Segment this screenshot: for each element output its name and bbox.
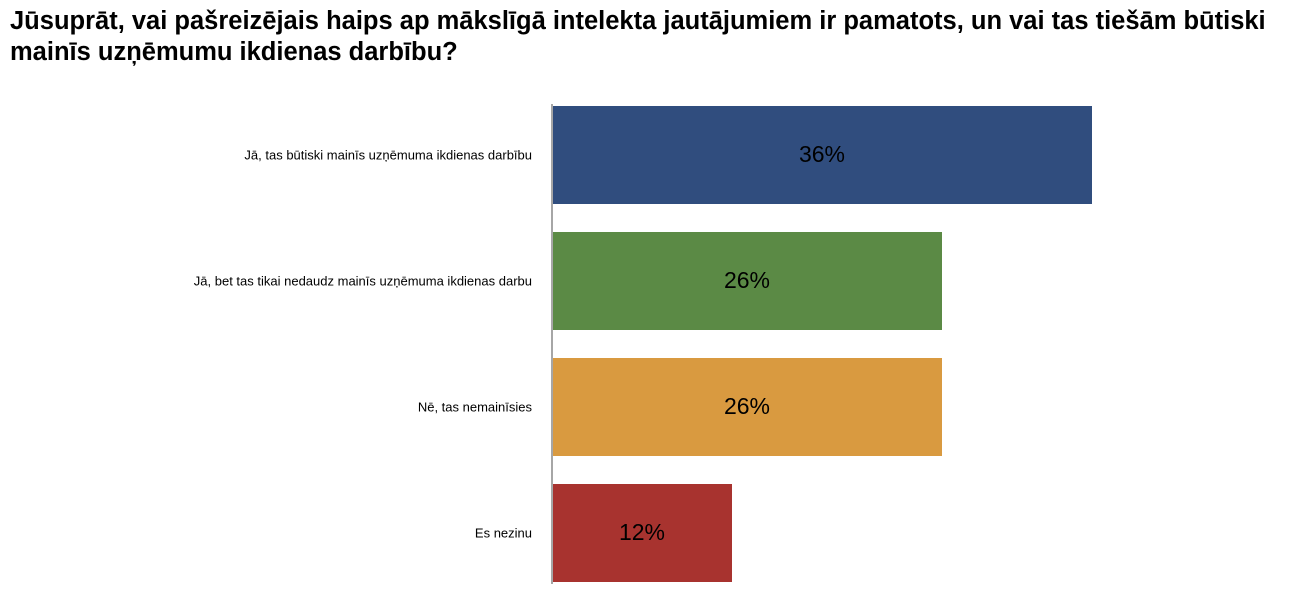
category-label: Jā, bet tas tikai nedaudz mainīs uzņēmum…: [194, 273, 532, 288]
category-label: Nē, tas nemainīsies: [418, 399, 533, 414]
bar: [553, 484, 732, 582]
bar: [553, 106, 1092, 204]
value-label: 26%: [724, 267, 770, 293]
bar: [553, 358, 942, 456]
category-label: Es nezinu: [475, 525, 532, 540]
chart-title: Jūsuprāt, vai pašreizējais haips ap māks…: [10, 7, 1266, 66]
bar: [553, 232, 942, 330]
value-label: 36%: [799, 141, 845, 167]
value-label: 12%: [619, 519, 665, 545]
value-label: 26%: [724, 393, 770, 419]
category-label: Jā, tas būtiski mainīs uzņēmuma ikdienas…: [244, 147, 532, 162]
